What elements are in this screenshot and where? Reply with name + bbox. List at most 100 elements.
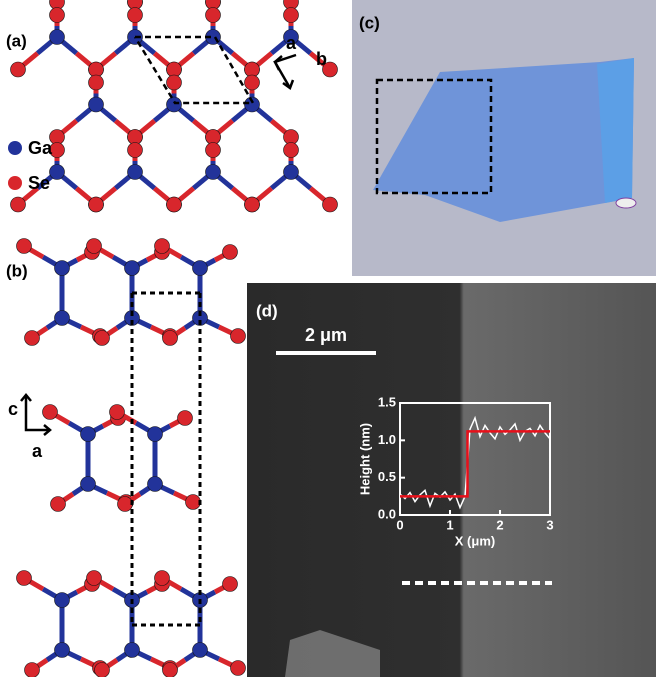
legend-label: Se	[28, 173, 50, 193]
atom	[192, 642, 208, 658]
atom	[49, 142, 65, 158]
atom	[124, 310, 140, 326]
atom	[283, 7, 299, 23]
atom	[244, 196, 260, 213]
legend-label: Ga	[28, 138, 53, 158]
atom	[88, 96, 104, 113]
atom	[127, 7, 143, 23]
atom	[49, 29, 65, 45]
atom	[94, 662, 110, 677]
atom	[244, 74, 260, 91]
atom	[124, 642, 140, 658]
atom	[117, 496, 133, 512]
atom	[80, 426, 96, 442]
atom	[177, 410, 193, 426]
y-tick-label: 1.5	[378, 394, 396, 409]
atom	[80, 476, 96, 492]
atom	[124, 260, 140, 276]
atom	[86, 238, 102, 254]
inset-chart: 0 1 2 3 0.0 0.5 1.0 1.5 X (μm) Height (nm)	[357, 394, 553, 548]
side-view-lattice	[16, 238, 246, 677]
atom	[322, 196, 338, 213]
axis-label: a	[32, 441, 43, 461]
atom	[127, 142, 143, 158]
selection-box	[375, 78, 493, 195]
legend-swatch	[8, 176, 22, 190]
atom	[192, 310, 208, 326]
y-tick-label: 1.0	[378, 432, 396, 447]
data-line	[400, 430, 550, 498]
atom	[322, 61, 338, 78]
flake-thick	[597, 58, 634, 203]
plot-frame	[399, 402, 551, 516]
atom	[162, 330, 178, 346]
legend-swatch	[8, 141, 22, 155]
flake	[373, 58, 634, 222]
x-tick-label: 3	[546, 517, 553, 532]
atom	[94, 330, 110, 346]
panel-label: (a)	[6, 31, 27, 50]
x-axis-label: X (μm)	[455, 533, 495, 548]
y-axis-label: Height (nm)	[357, 423, 372, 495]
particle	[615, 197, 637, 209]
atom	[162, 662, 178, 677]
atom	[127, 164, 143, 180]
atom	[24, 330, 40, 346]
panel-label: (c)	[359, 13, 380, 32]
x-tick-label: 1	[446, 517, 453, 532]
atom	[192, 260, 208, 276]
atom	[54, 642, 70, 658]
axis-label: c	[8, 399, 18, 419]
atom	[222, 244, 238, 260]
axis-arrows	[20, 53, 297, 436]
atom	[16, 238, 32, 254]
atom	[88, 196, 104, 213]
axis-label: b	[316, 49, 327, 69]
axis-label: a	[286, 33, 297, 53]
atom	[283, 29, 299, 45]
atom	[88, 74, 104, 91]
atom	[166, 96, 182, 113]
atom	[222, 576, 238, 592]
atom	[147, 426, 163, 442]
atom	[154, 570, 170, 586]
atom	[283, 164, 299, 180]
atom	[185, 494, 201, 510]
atom	[54, 310, 70, 326]
atom	[166, 74, 182, 91]
y-tick-label: 0.0	[378, 506, 396, 521]
afm-feature	[285, 630, 380, 677]
atom	[54, 592, 70, 608]
atom	[244, 96, 260, 113]
atom	[230, 660, 246, 676]
atom	[166, 196, 182, 213]
panel-label: (d)	[256, 301, 278, 320]
unit-cell-side	[130, 291, 202, 627]
unit-cell	[133, 35, 256, 105]
atom	[86, 570, 102, 586]
top-view-lattice	[10, 0, 338, 213]
atom	[10, 196, 26, 213]
scale-bar-label: 2 μm	[305, 325, 347, 345]
x-tick-label: 0	[396, 517, 403, 532]
atom	[109, 404, 125, 420]
x-tick-label: 2	[496, 517, 503, 532]
atom	[205, 142, 221, 158]
atom	[49, 164, 65, 180]
afm-image	[247, 283, 656, 677]
atom	[54, 260, 70, 276]
panel-label: (b)	[6, 261, 28, 280]
atom	[49, 7, 65, 23]
atom	[154, 238, 170, 254]
atom	[10, 61, 26, 78]
atom	[42, 404, 58, 420]
atom	[147, 476, 163, 492]
atom	[50, 496, 66, 512]
atom	[283, 142, 299, 158]
atom	[24, 662, 40, 677]
atom	[230, 328, 246, 344]
atom	[205, 164, 221, 180]
atom	[205, 7, 221, 23]
y-tick-label: 0.5	[378, 469, 396, 484]
